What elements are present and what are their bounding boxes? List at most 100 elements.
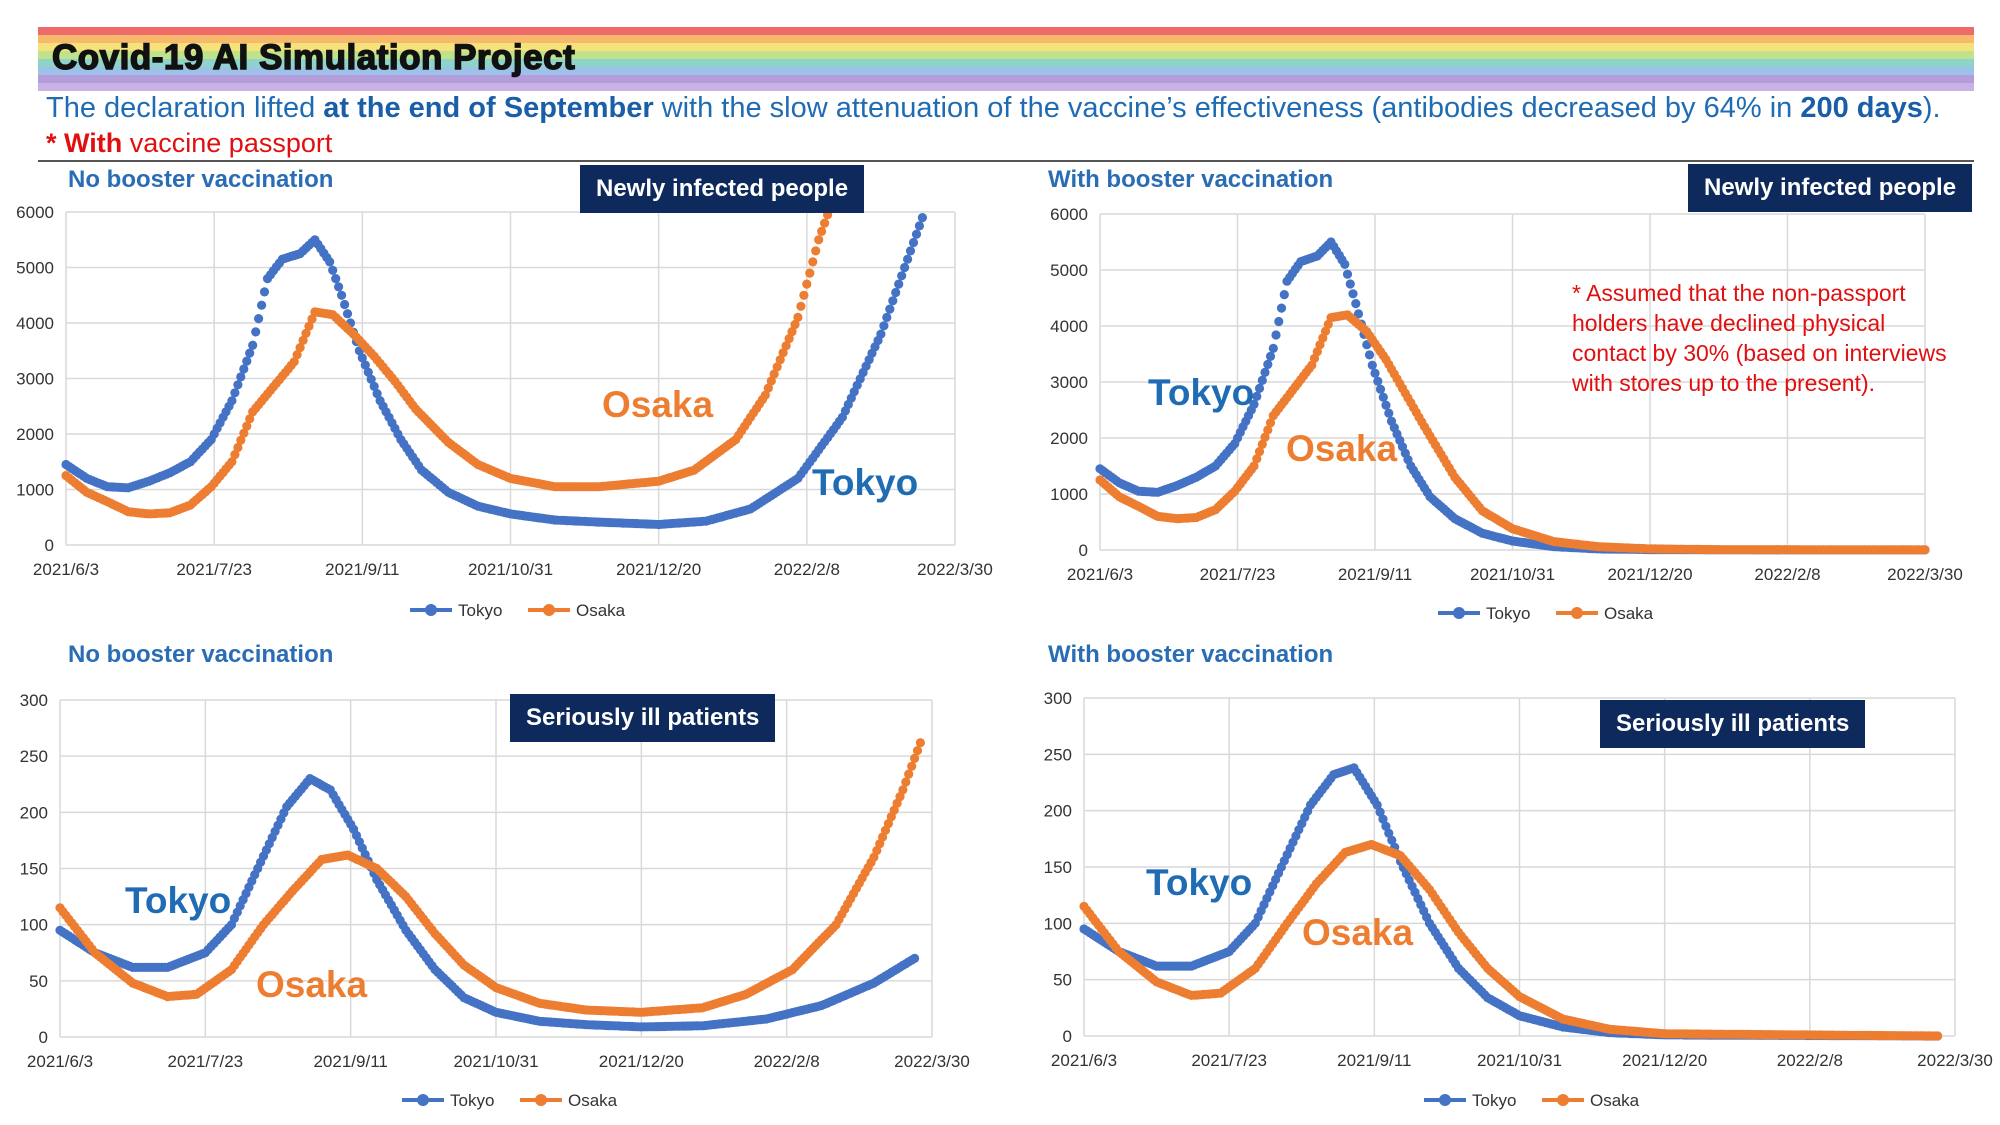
data-point — [331, 274, 341, 284]
data-point — [820, 218, 830, 228]
y-tick-label: 4000 — [1050, 317, 1088, 336]
y-tick-label: 200 — [20, 803, 48, 822]
data-point — [1265, 351, 1276, 361]
x-tick-label: 2022/3/30 — [894, 1052, 970, 1071]
panel-bl-tag: Seriously ill patients — [510, 694, 776, 742]
rainbow-stripe — [38, 27, 1974, 35]
x-tick-label: 2021/12/20 — [616, 560, 701, 579]
y-tick-label: 250 — [20, 747, 48, 766]
x-tick-label: 2021/10/31 — [453, 1052, 538, 1071]
legend-marker — [417, 1094, 429, 1106]
panel-bl-label-tokyo: Tokyo — [125, 880, 232, 921]
x-tick-label: 2021/9/11 — [1337, 1051, 1411, 1070]
assumption-note: * Assumed that the non-passport holders … — [1572, 280, 1947, 396]
x-tick-label: 2021/10/31 — [1470, 565, 1555, 584]
data-point — [1381, 400, 1391, 410]
data-point — [357, 353, 367, 363]
legend-marker — [1439, 1094, 1451, 1106]
x-tick-label: 2022/2/8 — [1777, 1051, 1843, 1070]
series-osaka — [1079, 839, 1943, 1041]
data-point — [363, 367, 373, 377]
rainbow-stripe — [38, 75, 1974, 83]
subline-emphasis: * With — [46, 128, 123, 158]
data-point — [903, 254, 913, 264]
data-point — [257, 300, 267, 310]
legend-marker — [1571, 607, 1583, 619]
y-tick-label: 6000 — [1050, 205, 1088, 224]
x-tick-label: 2021/6/3 — [33, 560, 99, 579]
data-point — [796, 301, 806, 311]
data-point — [885, 304, 895, 314]
data-point — [817, 226, 827, 236]
data-point — [784, 334, 794, 344]
data-point — [1933, 1031, 1943, 1041]
legend-marker — [425, 604, 437, 616]
data-point — [1378, 392, 1388, 402]
data-point — [337, 290, 347, 300]
data-point — [1340, 259, 1350, 269]
data-point — [1249, 399, 1259, 409]
y-tick-label: 100 — [1044, 914, 1072, 933]
panel-tr-tag: Newly infected people — [1688, 164, 1973, 212]
x-tick-label: 2022/2/8 — [774, 560, 840, 579]
legend-marker — [1557, 1094, 1569, 1106]
data-point — [1351, 299, 1361, 309]
x-tick-label: 2021/10/31 — [468, 560, 553, 579]
y-tick-label: 4000 — [16, 314, 54, 333]
data-point — [245, 348, 255, 358]
header-divider — [38, 160, 1974, 162]
data-point — [289, 357, 299, 367]
data-point — [1348, 289, 1358, 299]
data-point — [769, 369, 779, 379]
panel-tr-subtitle: With booster vaccination — [1048, 166, 1334, 193]
x-tick-label: 2021/7/23 — [168, 1052, 244, 1071]
project-title: Covid-19 AI Simulation Project — [51, 37, 576, 78]
y-tick-label: 50 — [29, 972, 48, 991]
headline: The declaration lifted at the end of Sep… — [46, 92, 1941, 125]
y-tick-label: 300 — [1044, 689, 1072, 708]
data-point — [781, 341, 791, 351]
legend-label: Osaka — [1590, 1091, 1640, 1110]
data-point — [1252, 454, 1262, 464]
rainbow-stripe — [38, 67, 1974, 75]
data-point — [1274, 316, 1284, 327]
data-point — [1381, 821, 1391, 831]
data-point — [298, 335, 308, 345]
subline: * With vaccine passport — [46, 128, 332, 159]
series-tokyo — [55, 774, 920, 1032]
data-point — [1257, 439, 1267, 449]
data-point — [227, 396, 237, 406]
data-point — [912, 746, 923, 756]
data-point — [905, 246, 916, 256]
data-point — [242, 356, 252, 366]
data-point — [230, 450, 240, 460]
subline-rest: vaccine passport — [122, 128, 333, 158]
panel-br-tag: Seriously ill patients — [1600, 700, 1866, 748]
data-point — [917, 213, 928, 223]
y-tick-label: 0 — [1063, 1027, 1072, 1046]
data-point — [802, 279, 812, 289]
panel-tl-label-osaka: Osaka — [602, 384, 714, 425]
panel-br-label-tokyo: Tokyo — [1146, 862, 1253, 903]
data-point — [772, 362, 782, 372]
legend-label: Osaka — [1604, 604, 1654, 623]
data-point — [805, 268, 815, 278]
rainbow-stripe — [38, 43, 1974, 51]
data-point — [1920, 545, 1930, 555]
data-point — [790, 319, 800, 330]
rainbow-banner — [38, 27, 1974, 91]
data-point — [1364, 350, 1375, 360]
data-point — [369, 381, 379, 391]
legend-label: Tokyo — [1472, 1091, 1516, 1110]
x-tick-label: 2021/12/20 — [1607, 565, 1692, 584]
data-point — [908, 237, 919, 248]
series-osaka — [61, 210, 833, 519]
data-point — [366, 374, 376, 384]
data-point — [1263, 359, 1273, 369]
headline-emphasis-1: at the end of September — [323, 92, 654, 124]
legend-label: Tokyo — [1486, 604, 1530, 623]
chart-newly-infected-with-booster: 0 1000 2000 3000 4000 5000 6000 2021/6/3 2021/7/… — [1050, 205, 1963, 623]
y-tick-label: 5000 — [16, 259, 54, 278]
panel-bl-label-osaka: Osaka — [256, 964, 368, 1005]
data-point — [879, 321, 889, 331]
